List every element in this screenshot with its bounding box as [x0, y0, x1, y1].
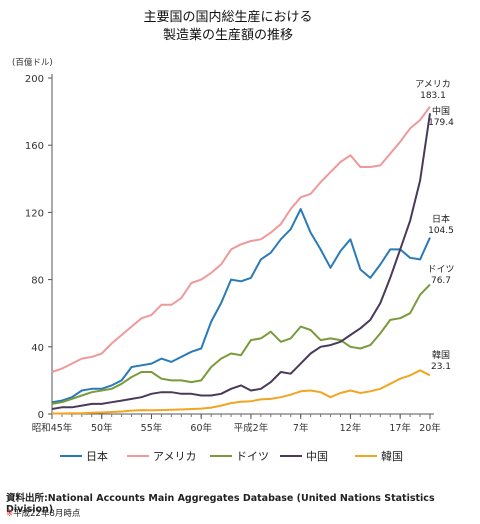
series-line-ドイツ: [51, 283, 431, 405]
y-tick-label: 160: [25, 141, 44, 152]
y-tick-label: 0: [38, 410, 44, 421]
legend-label-韓国: 韓国: [381, 450, 403, 463]
legend-label-ドイツ: ドイツ: [236, 450, 269, 463]
y-tick-label: 80: [31, 276, 44, 287]
end-label-中国: 中国: [432, 105, 450, 117]
legend-label-アメリカ: アメリカ: [153, 450, 196, 463]
end-label-アメリカ: 183.1: [420, 91, 446, 101]
end-label-韓国: 韓国: [432, 350, 450, 361]
x-tick-label: 20年: [419, 422, 441, 434]
series-line-日本: [51, 208, 431, 404]
chart-title-line: 主要国の国内総生産における: [143, 9, 312, 25]
x-tick-label: 7年: [293, 422, 309, 434]
chart-title-line: 製造業の生産額の推移: [163, 27, 293, 43]
end-label-ドイツ: 76.7: [431, 276, 451, 286]
series-line-韓国: [52, 369, 431, 415]
note-mark: ※: [6, 509, 14, 519]
y-tick-label: 200: [25, 74, 44, 85]
x-tick-label: 平成2年: [234, 422, 269, 434]
note-text: 平成22年8月時点: [13, 509, 81, 519]
y-tick-label: 120: [25, 208, 44, 219]
end-label-韓国: 23.1: [431, 362, 451, 372]
end-label-ドイツ: ドイツ: [427, 265, 454, 275]
end-label-日本: 日本: [432, 213, 450, 225]
series-line-アメリカ: [51, 106, 431, 373]
source-note: 資料出所:National Accounts Main Aggregates D…: [6, 493, 435, 515]
series-line-中国: [51, 113, 431, 410]
x-tick-label: 50年: [91, 422, 113, 434]
x-tick-label: 60年: [190, 422, 212, 434]
y-unit-label: (百億ドル): [12, 57, 53, 68]
end-label-日本: 104.5: [428, 226, 454, 236]
end-label-中国: 179.4: [428, 118, 454, 128]
end-label-アメリカ: アメリカ: [415, 79, 451, 90]
x-tick-label: 17年: [389, 422, 411, 434]
legend-label-中国: 中国: [306, 450, 328, 463]
x-tick-label: 昭和45年: [32, 422, 73, 434]
data-date-note: ※平成22年8月時点: [6, 507, 80, 519]
y-tick-label: 40: [31, 343, 44, 354]
x-tick-label: 12年: [340, 422, 362, 434]
legend-label-日本: 日本: [86, 449, 108, 463]
x-tick-label: 55年: [141, 422, 163, 434]
